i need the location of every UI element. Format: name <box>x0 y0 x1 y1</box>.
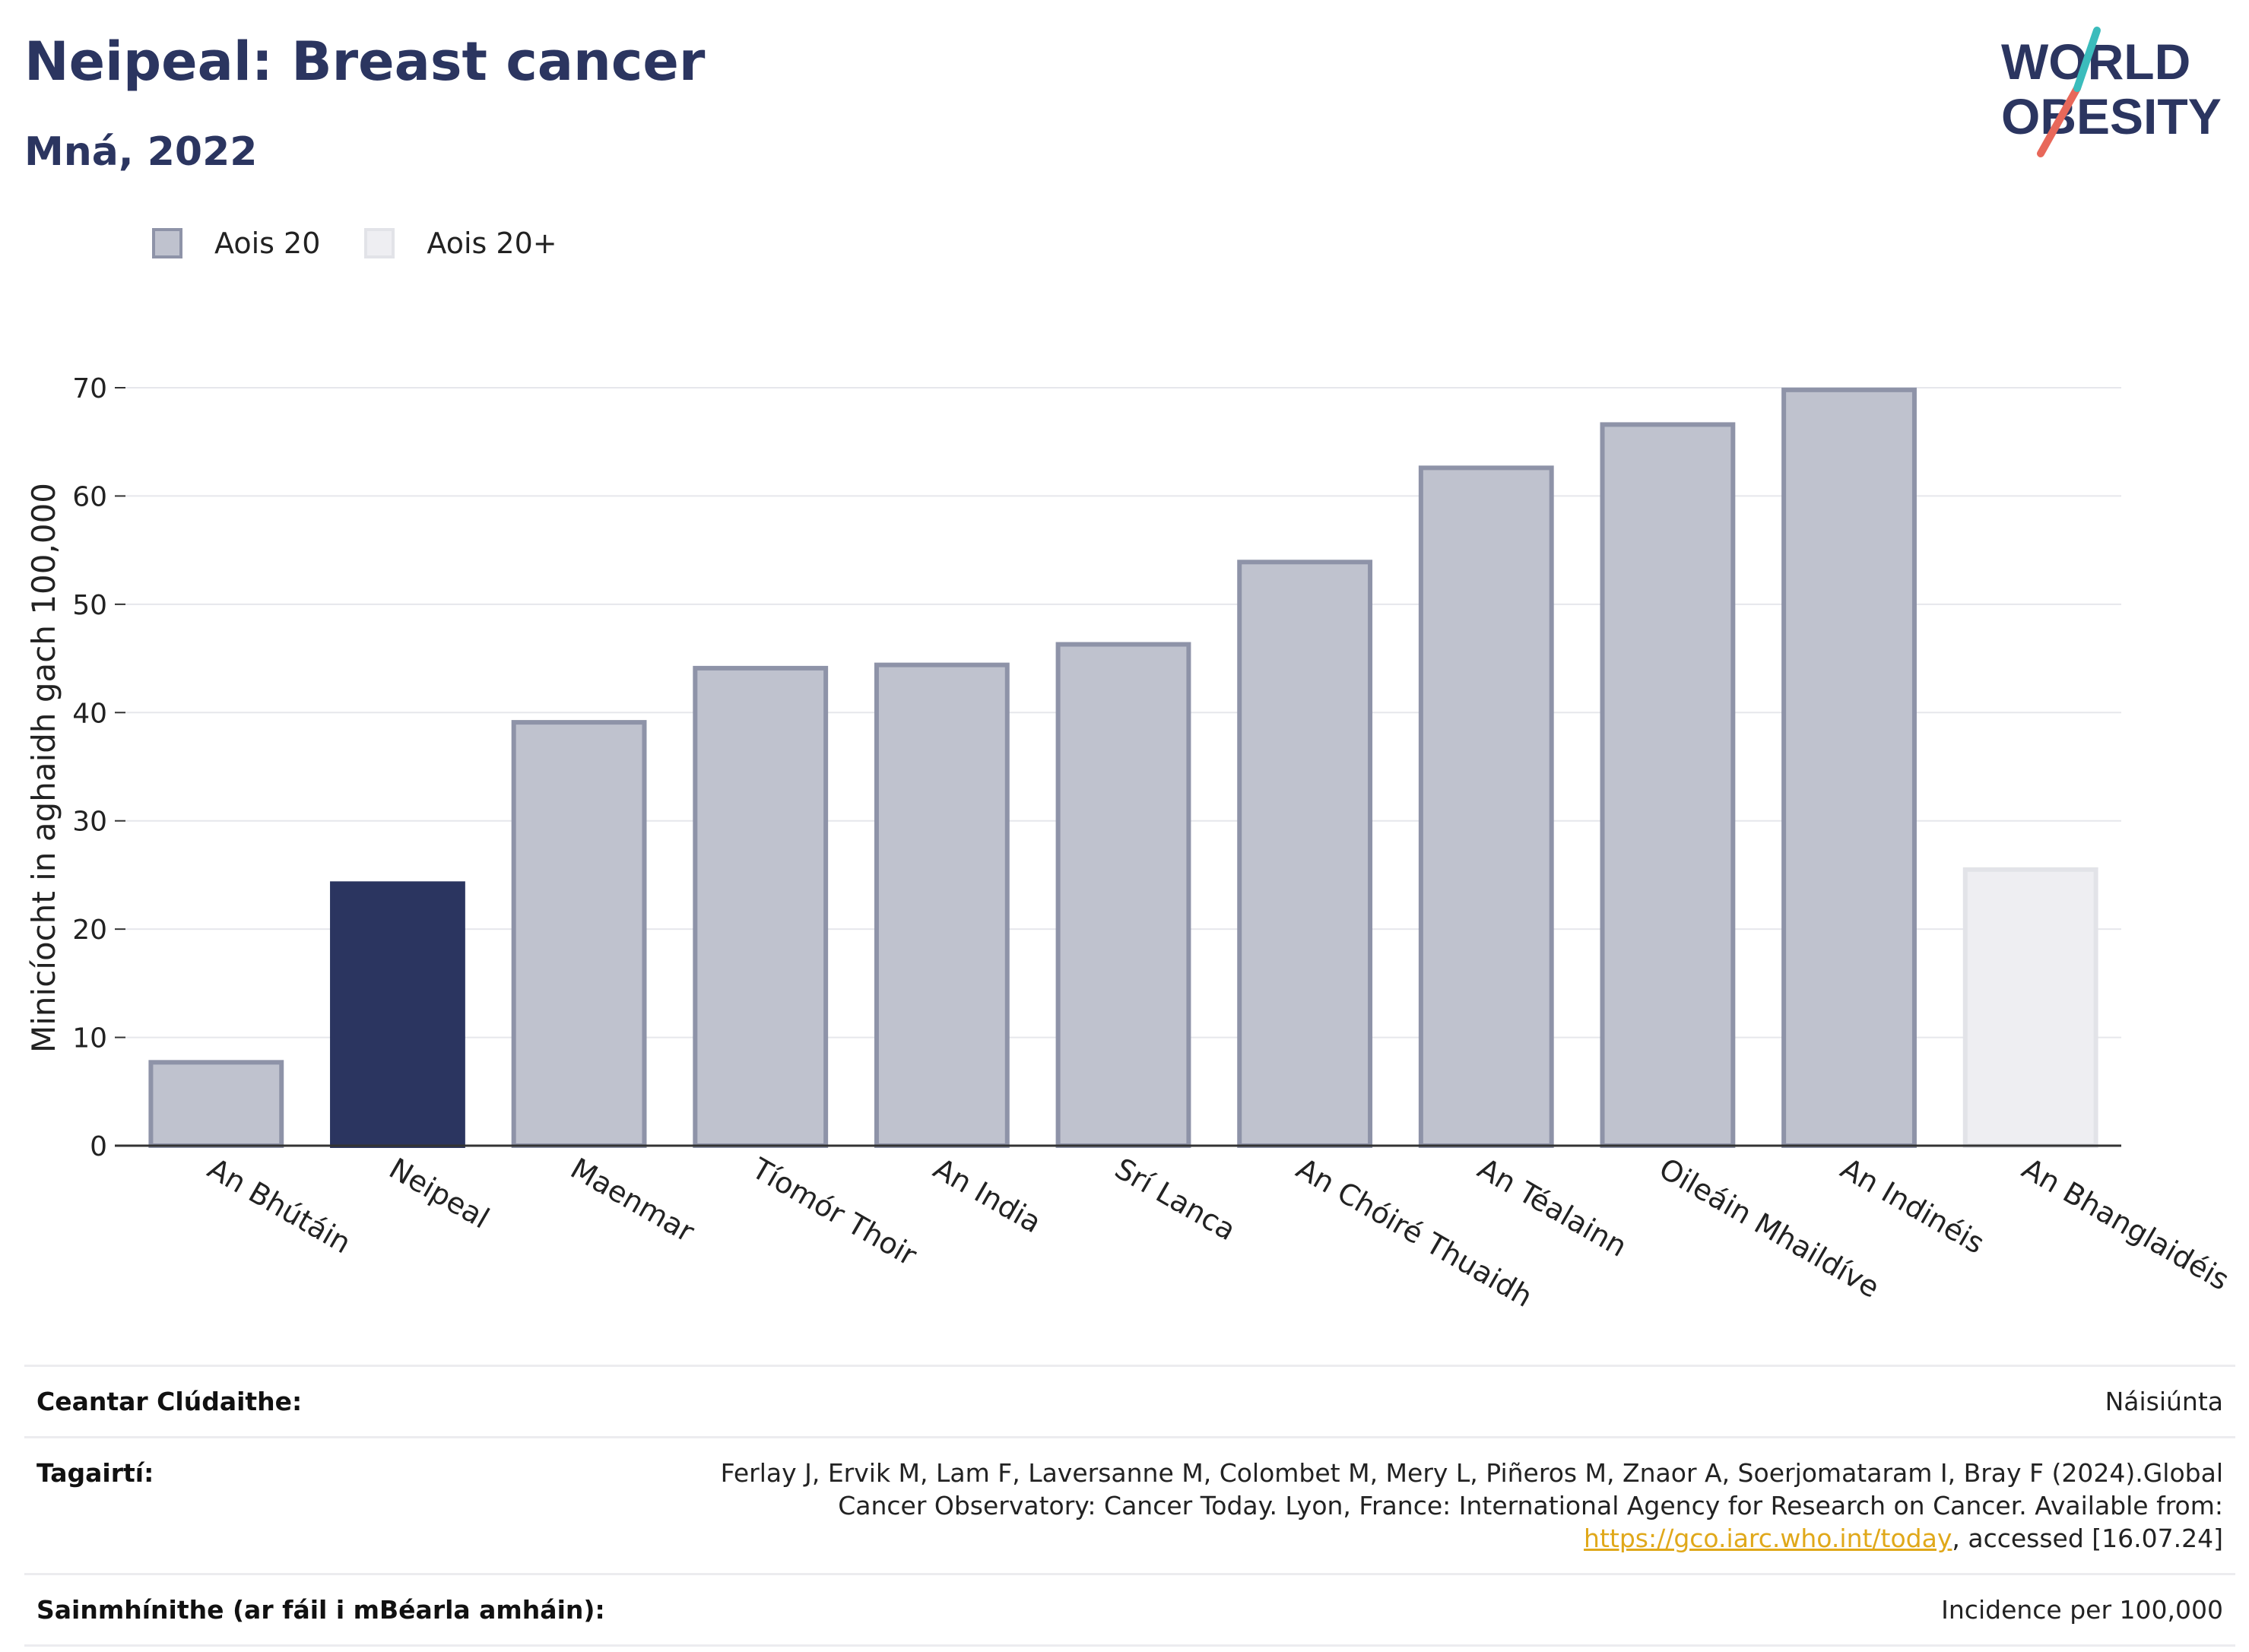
definitions-label: Sainmhínithe (ar fáil i mBéarla amháin): <box>36 1595 605 1625</box>
bar-1 <box>148 1060 284 1148</box>
bar-6 <box>1055 642 1191 1148</box>
references-value: Ferlay J, Ervik M, Lam F, Laversanne M, … <box>626 1457 2223 1555</box>
legend-label-age-20-plus: Aois 20+ <box>427 227 557 260</box>
bar-8 <box>1418 465 1554 1148</box>
y-axis-label: Minicíocht in aghaidh gach 100,000 <box>25 483 62 1053</box>
references-link[interactable]: https://gco.iarc.who.int/today <box>1584 1524 1952 1553</box>
x-tick-label: An Téalainn <box>1472 1152 1632 1264</box>
y-tick-label: 20 <box>72 915 107 946</box>
world-obesity-logo: WORLD OBESITY <box>2001 27 2222 157</box>
footer-row-definitions: Sainmhínithe (ar fáil i mBéarla amháin):… <box>24 1573 2235 1647</box>
legend-swatch-age-20-plus <box>364 228 395 258</box>
y-tick-label: 70 <box>72 373 107 404</box>
bar-10 <box>1781 387 1917 1148</box>
bar-7 <box>1237 560 1373 1148</box>
y-tick-label: 0 <box>90 1131 107 1162</box>
references-accessed: , accessed [16.07.24] <box>1952 1524 2223 1553</box>
x-tick-label: Neipeal <box>383 1152 494 1235</box>
bar-9 <box>1600 422 1736 1148</box>
bar-chart: 0 10 20 30 40 50 60 70 An Bhútáin Neipeal Maenmar T… <box>25 373 2235 1314</box>
footer-row-references: Tagairtí: Ferlay J, Ervik M, Lam F, Lave… <box>24 1436 2235 1573</box>
coverage-label: Ceantar Clúdaithe: <box>36 1387 303 1416</box>
bar-2 <box>330 881 465 1149</box>
chart-legend: Aois 20 Aois 20+ <box>152 227 601 260</box>
y-tick-label: 50 <box>72 590 107 621</box>
x-tick-label: An Bhanglaidéis <box>2016 1152 2235 1297</box>
legend-item-age-20[interactable]: Aois 20 <box>152 227 320 260</box>
references-label: Tagairtí: <box>36 1458 154 1488</box>
bar-5 <box>874 662 1010 1148</box>
y-tick-label: 30 <box>72 807 107 838</box>
x-tick-label: An Indinéis <box>1835 1152 1990 1260</box>
svg-text:OBESITY: OBESITY <box>2001 88 2222 144</box>
page-subtitle: Mná, 2022 <box>24 129 258 175</box>
x-tick-label: Maenmar <box>565 1152 700 1249</box>
references-text: Ferlay J, Ervik M, Lam F, Laversanne M, … <box>720 1458 2223 1520</box>
y-tick-label: 60 <box>72 481 107 512</box>
legend-label-age-20: Aois 20 <box>214 227 321 260</box>
x-tick-label: Tíomór Thoir <box>746 1151 923 1273</box>
y-tick-label: 40 <box>72 698 107 729</box>
bar-4 <box>693 665 829 1148</box>
legend-swatch-age-20 <box>152 228 182 258</box>
coverage-value: Náisiúnta <box>2105 1387 2223 1416</box>
footer-table: Ceantar Clúdaithe: Náisiúnta Tagairtí: F… <box>24 1365 2235 1647</box>
x-tick-label: An India <box>928 1152 1047 1240</box>
page-title: Neipeal: Breast cancer <box>24 30 706 93</box>
bar-11 <box>1962 867 2098 1148</box>
y-tick-label: 10 <box>72 1023 107 1054</box>
definitions-value: Incidence per 100,000 <box>1941 1595 2223 1625</box>
bar-3 <box>511 720 647 1148</box>
x-tick-label: Srí Lanca <box>1109 1152 1242 1248</box>
x-tick-label: An Bhútáin <box>202 1152 357 1260</box>
legend-item-age-20-plus[interactable]: Aois 20+ <box>364 227 557 260</box>
footer-row-coverage: Ceantar Clúdaithe: Náisiúnta <box>24 1365 2235 1436</box>
